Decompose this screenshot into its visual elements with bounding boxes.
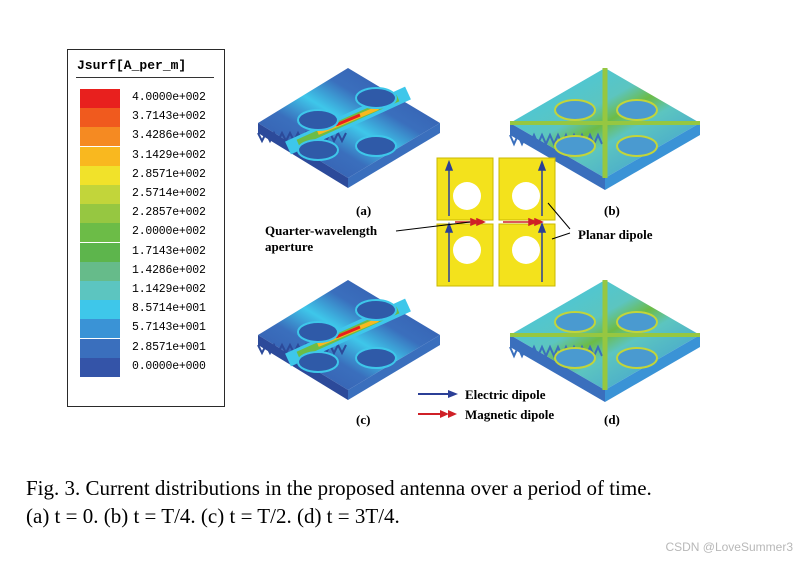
legend-swatch bbox=[80, 89, 120, 108]
panel-c-label: (c) bbox=[356, 412, 371, 427]
legend-value: 1.7143e+002 bbox=[132, 244, 206, 258]
legend-swatch bbox=[80, 127, 120, 147]
planar-dipole-annotation: Planar dipole bbox=[578, 227, 653, 242]
legend-value: 2.8571e+002 bbox=[132, 167, 206, 181]
electric-dipole-legend-label: Electric dipole bbox=[465, 387, 546, 402]
panel-d-label: (d) bbox=[604, 412, 620, 427]
legend-swatch bbox=[80, 242, 120, 262]
magnetic-dipole-legend-label: Magnetic dipole bbox=[465, 407, 555, 422]
panel-c-plot bbox=[257, 280, 440, 400]
legend-value: 3.7143e+002 bbox=[132, 110, 206, 124]
panel-b-plot bbox=[509, 68, 700, 190]
legend-swatch bbox=[80, 108, 120, 128]
legend-value: 8.5714e+001 bbox=[132, 302, 206, 316]
legend-swatch bbox=[80, 146, 120, 166]
legend-value: 3.4286e+002 bbox=[132, 129, 206, 143]
legend-swatch bbox=[80, 281, 120, 300]
legend-value: 1.1429e+002 bbox=[132, 283, 206, 296]
antenna-schematic bbox=[436, 157, 556, 287]
legend-swatch bbox=[80, 204, 120, 224]
panel-a-plot bbox=[257, 68, 440, 188]
legend-swatch bbox=[80, 300, 120, 320]
legend-swatch bbox=[80, 165, 120, 185]
legend-swatch bbox=[80, 357, 120, 377]
legend-value: 2.8571e+001 bbox=[132, 340, 206, 354]
legend-value: 2.5714e+002 bbox=[132, 187, 206, 200]
legend-title: Jsurf[A_per_m] bbox=[77, 58, 187, 73]
legend-value: 4.0000e+002 bbox=[132, 91, 206, 104]
caption-line-2: (a) t = 0. (b) t = T/4. (c) t = T/2. (d)… bbox=[26, 504, 400, 528]
dipole-legend-arrows bbox=[418, 390, 458, 418]
panel-b-label: (b) bbox=[604, 203, 620, 218]
panel-d-plot bbox=[509, 280, 700, 402]
legend-value: 3.1429e+002 bbox=[132, 148, 206, 162]
figure-caption: Fig. 3. Current distributions in the pro… bbox=[26, 474, 796, 530]
aperture-annotation: Quarter-wavelength aperture bbox=[265, 223, 378, 254]
legend-swatch bbox=[80, 319, 120, 339]
legend-swatch bbox=[80, 185, 120, 204]
legend-divider bbox=[76, 77, 214, 78]
legend-value: 5.7143e+001 bbox=[132, 321, 206, 335]
legend-value: 2.0000e+002 bbox=[132, 225, 206, 239]
legend-swatch bbox=[80, 338, 120, 358]
panel-a-label: (a) bbox=[356, 203, 372, 218]
watermark: CSDN @LoveSummer3 bbox=[665, 540, 793, 554]
caption-line-1: Fig. 3. Current distributions in the pro… bbox=[26, 476, 652, 500]
legend-swatch bbox=[80, 223, 120, 243]
legend-swatch bbox=[80, 261, 120, 281]
color-legend: Jsurf[A_per_m] 4.0000e+002 3.7143e+002 3.4… bbox=[67, 49, 225, 407]
legend-value: 0.0000e+000 bbox=[132, 359, 206, 373]
legend-value: 1.4286e+002 bbox=[132, 263, 206, 277]
legend-value: 2.2857e+002 bbox=[132, 206, 206, 220]
